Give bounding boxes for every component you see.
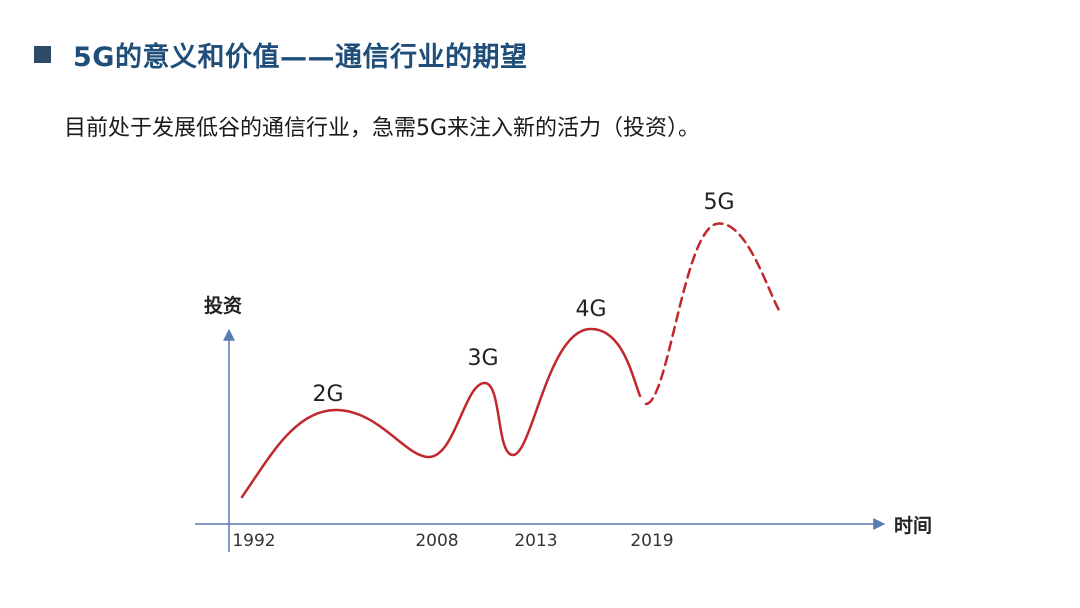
subtitle: 目前处于发展低谷的通信行业，急需5G来注入新的活力（投资）。 (64, 116, 701, 141)
generation-label-5g: 5G (703, 190, 734, 215)
page-title: 5G的意义和价值——通信行业的期望 (73, 41, 528, 73)
investment-curve-solid (240, 327, 642, 499)
title-bar: 5G的意义和价值——通信行业的期望 (34, 36, 528, 73)
y-axis-title: 投资 (204, 294, 242, 317)
x-axis-title: 时间 (894, 515, 932, 537)
x-tick-label-1992: 1992 (232, 531, 275, 551)
x-tick-label-2008: 2008 (415, 531, 458, 551)
generation-label-3g: 3G (467, 346, 498, 371)
year-tick-labels: 1992 2008 2013 2019 (232, 531, 673, 551)
generation-labels: 2G 3G 4G 5G (312, 190, 734, 407)
generation-label-4g: 4G (575, 297, 606, 322)
investment-curve-dashed (644, 222, 782, 406)
x-tick-label-2019: 2019 (630, 531, 673, 551)
x-tick-label-2013: 2013 (514, 531, 557, 551)
square-bullet-icon (34, 45, 51, 63)
generation-label-2g: 2G (312, 382, 343, 407)
